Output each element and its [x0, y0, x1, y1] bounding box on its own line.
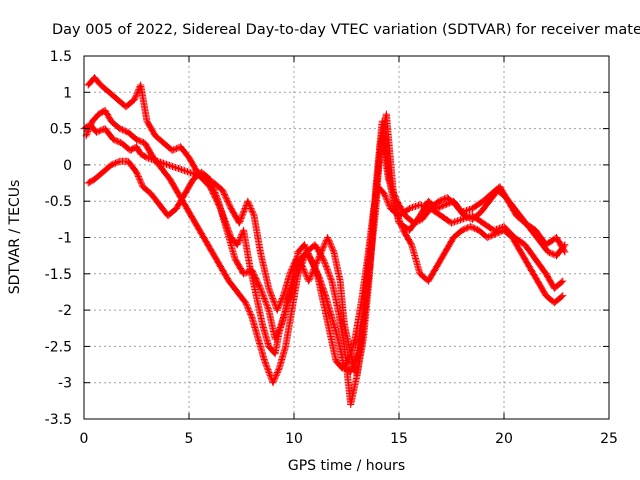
y-tick-label: -3.5 — [45, 412, 72, 428]
x-axis-label: GPS time / hours — [288, 458, 405, 474]
y-tick-label: 1.5 — [50, 49, 72, 65]
y-tick-label: -2.5 — [45, 339, 72, 355]
x-tick-label: 15 — [390, 431, 408, 447]
y-tick-label: 0.5 — [50, 122, 72, 138]
data-point-markers — [84, 132, 569, 376]
data-points — [80, 74, 569, 408]
x-tick-label: 10 — [285, 431, 303, 447]
x-tick-label: 0 — [80, 431, 89, 447]
data-point-markers — [82, 106, 567, 408]
chart-title: Day 005 of 2022, Sidereal Day-to-day VTE… — [52, 22, 640, 38]
axis-ticks: 0 5 10 15 20 25 -3.5 -3 -2.5 -2 -1.5 -1 -0.5 0 0.5 1 1.5 — [45, 49, 618, 447]
y-axis-label: SDTVAR / TECUs — [7, 180, 23, 295]
x-tick-label: 20 — [495, 431, 513, 447]
y-tick-label: 0 — [63, 158, 72, 174]
grid — [84, 56, 609, 419]
x-tick-label: 5 — [185, 431, 194, 447]
y-tick-label: -1.5 — [45, 267, 72, 283]
y-tick-label: -2 — [58, 303, 72, 319]
y-tick-label: -0.5 — [45, 194, 72, 210]
y-tick-label: -3 — [58, 376, 72, 392]
series-trace-c — [82, 106, 567, 408]
y-tick-label: -1 — [58, 231, 72, 247]
series-trace-d — [84, 132, 569, 376]
x-tick-label: 25 — [600, 431, 618, 447]
y-tick-label: 1 — [63, 85, 72, 101]
